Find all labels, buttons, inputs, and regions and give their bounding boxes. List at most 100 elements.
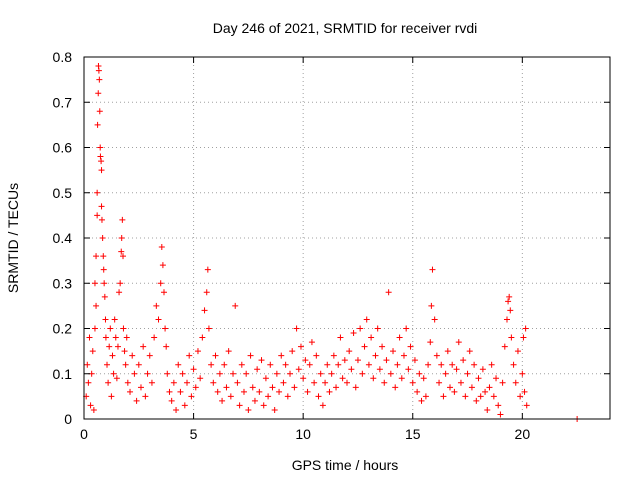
- data-point: [438, 361, 445, 368]
- data-point: [324, 361, 331, 368]
- data-point: [346, 348, 353, 355]
- data-point: [120, 253, 127, 260]
- data-point: [97, 144, 104, 151]
- data-point: [123, 334, 130, 341]
- chart-title: Day 246 of 2021, SRMTID for receiver rvd…: [213, 20, 478, 36]
- data-point: [414, 388, 421, 395]
- data-point: [131, 370, 138, 377]
- y-tick-label: 0.4: [53, 230, 73, 246]
- x-tick-label: 10: [295, 426, 311, 442]
- data-point: [359, 370, 366, 377]
- data-point: [287, 370, 294, 377]
- y-tick-labels: 0 0.1 0.2 0.3 0.4 0.5 0.6 0.7 0.8: [53, 49, 73, 427]
- data-point: [473, 397, 480, 404]
- data-point: [108, 393, 115, 400]
- data-point: [293, 325, 300, 332]
- data-point: [339, 375, 346, 382]
- data-point: [520, 334, 527, 341]
- data-point: [163, 343, 170, 350]
- data-point: [523, 402, 530, 409]
- data-point: [344, 379, 350, 386]
- data-point: [440, 393, 447, 400]
- data-point: [121, 348, 128, 355]
- data-point: [179, 370, 186, 377]
- x-tick-label: 15: [405, 426, 421, 442]
- data-point: [102, 316, 109, 323]
- data-point: [199, 334, 206, 341]
- data-point: [238, 361, 245, 368]
- data-point: [431, 316, 438, 323]
- x-tick-label: 5: [190, 426, 198, 442]
- data-point: [422, 393, 429, 400]
- data-point: [117, 280, 124, 287]
- data-point: [466, 348, 473, 355]
- data-point: [155, 316, 162, 323]
- data-point: [433, 352, 440, 359]
- data-point: [514, 348, 521, 355]
- data-point: [214, 388, 221, 395]
- data-point: [464, 370, 471, 377]
- data-point: [381, 379, 388, 386]
- data-point: [146, 352, 153, 359]
- data-point: [302, 357, 309, 364]
- data-point: [107, 325, 114, 332]
- data-point: [350, 330, 357, 337]
- data-point: [181, 402, 188, 409]
- data-point: [501, 343, 508, 350]
- data-point: [109, 352, 116, 359]
- data-point: [166, 388, 173, 395]
- data-point: [477, 393, 484, 400]
- data-point: [455, 339, 462, 346]
- data-point: [84, 361, 91, 368]
- data-point: [101, 293, 108, 300]
- data-point: [507, 307, 514, 314]
- data-point: [97, 153, 104, 160]
- data-point: [90, 406, 97, 413]
- data-point: [418, 397, 425, 404]
- data-point: [273, 370, 280, 377]
- y-tick-label: 0.2: [53, 321, 73, 337]
- data-point: [462, 393, 469, 400]
- data-point: [124, 379, 131, 386]
- x-tick-label: 0: [80, 426, 88, 442]
- data-point: [442, 370, 449, 377]
- data-point: [411, 357, 418, 364]
- data-point: [460, 357, 467, 364]
- data-point: [258, 357, 265, 364]
- data-point: [519, 370, 526, 377]
- data-point: [101, 280, 108, 287]
- data-point: [429, 266, 436, 273]
- data-point: [184, 379, 191, 386]
- data-point: [490, 393, 497, 400]
- y-tick-label: 0.3: [53, 275, 73, 291]
- data-point: [330, 352, 337, 359]
- data-point: [96, 108, 103, 115]
- data-point: [512, 379, 519, 386]
- data-point: [372, 352, 379, 359]
- data-point: [326, 388, 333, 395]
- data-point: [173, 406, 180, 413]
- y-tick-label: 0.8: [53, 49, 73, 65]
- data-point: [157, 280, 164, 287]
- data-point: [160, 289, 167, 296]
- data-point: [341, 357, 348, 364]
- data-point: [232, 302, 239, 309]
- data-point: [503, 316, 510, 323]
- y-axis-label: SRMTID / TECUs: [5, 183, 21, 293]
- data-point: [354, 357, 361, 364]
- data-point: [428, 302, 435, 309]
- data-point: [510, 361, 517, 368]
- data-point: [260, 402, 267, 409]
- data-point: [284, 393, 291, 400]
- data-point: [337, 334, 344, 341]
- data-point: [93, 253, 100, 260]
- data-point: [249, 384, 256, 391]
- data-point: [170, 379, 177, 386]
- data-point: [194, 348, 201, 355]
- data-point: [425, 361, 432, 368]
- data-point: [457, 379, 464, 386]
- data-point: [112, 334, 119, 341]
- data-point: [282, 361, 289, 368]
- data-point: [308, 339, 315, 346]
- data-point: [398, 375, 405, 382]
